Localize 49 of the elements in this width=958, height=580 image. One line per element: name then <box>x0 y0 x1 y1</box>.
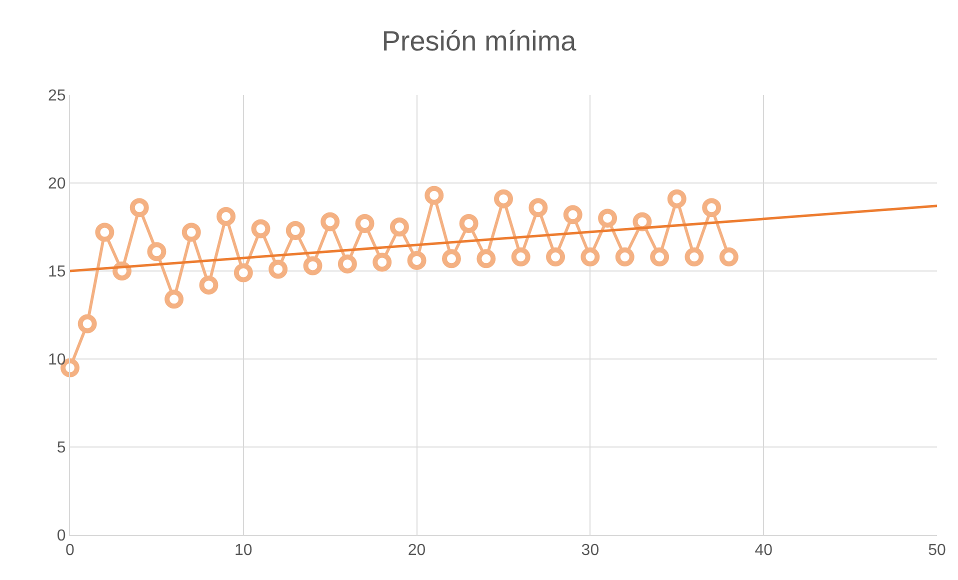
point <box>130 198 149 218</box>
point <box>511 247 530 266</box>
point <box>632 212 652 232</box>
point <box>216 206 236 226</box>
point <box>702 198 722 218</box>
point <box>78 314 97 334</box>
point <box>424 186 444 205</box>
point <box>320 212 340 232</box>
x-tick-label: 10 <box>234 542 252 560</box>
point <box>719 247 738 266</box>
point <box>684 247 704 266</box>
point <box>390 218 409 236</box>
point <box>268 260 288 279</box>
y-tick-label: 5 <box>56 440 66 457</box>
chart-title: Presión mínima <box>382 25 577 56</box>
point <box>528 198 548 218</box>
point <box>182 222 201 242</box>
point <box>147 242 166 262</box>
point <box>199 276 218 295</box>
point <box>234 263 253 282</box>
point <box>546 247 566 266</box>
point <box>95 222 114 242</box>
point <box>303 256 322 276</box>
point <box>442 249 461 268</box>
y-tick-label: 0 <box>56 528 66 545</box>
point <box>286 221 305 240</box>
point <box>476 249 496 268</box>
x-tick-label: 30 <box>581 542 600 560</box>
point <box>494 189 513 208</box>
point <box>164 290 184 309</box>
y-tick-label: 15 <box>48 264 66 281</box>
point <box>372 252 392 272</box>
x-tick-label: 50 <box>928 542 946 560</box>
y-tick-label: 20 <box>48 176 66 193</box>
point <box>598 208 618 228</box>
point <box>667 189 686 208</box>
point <box>459 214 478 233</box>
x-tick-label: 40 <box>754 542 773 560</box>
y-tick-label: 10 <box>48 352 66 369</box>
point <box>407 250 426 270</box>
y-tick-label: 25 <box>48 88 66 105</box>
point <box>615 247 634 266</box>
point <box>650 247 670 266</box>
point <box>338 254 357 274</box>
point <box>563 205 582 224</box>
point <box>580 247 600 266</box>
point <box>355 214 374 233</box>
x-tick-label: 20 <box>408 542 426 560</box>
point <box>251 219 270 238</box>
